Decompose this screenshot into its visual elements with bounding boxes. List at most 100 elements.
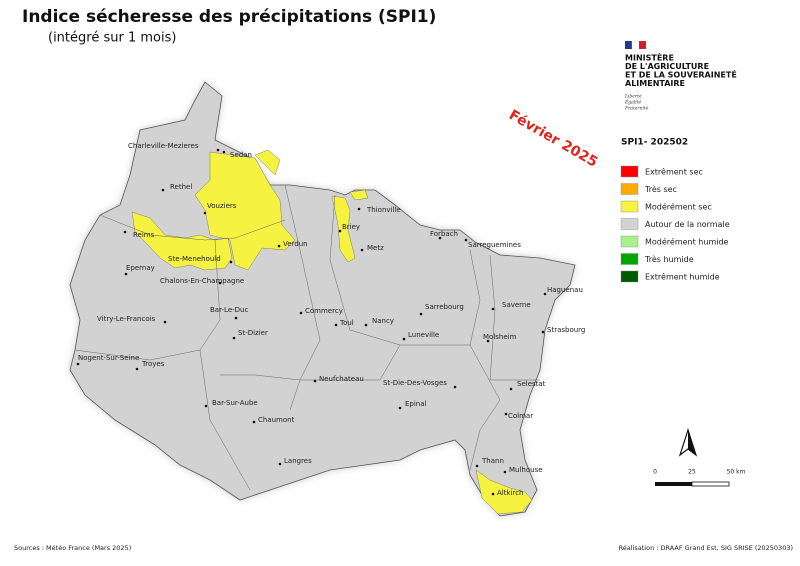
city-dot [504, 412, 508, 416]
ministry-line: MINISTÈRE [625, 52, 674, 63]
city-dot [402, 337, 406, 341]
city-dot [464, 238, 468, 242]
dry-zone [475, 469, 533, 515]
legend-title: SPI1- 202502 [621, 138, 688, 148]
city-dot [163, 320, 167, 324]
city-label: Bar-Sur-Aube [212, 399, 258, 407]
city-label: Troyes [141, 360, 165, 368]
legend-label: Extrêment sec [645, 167, 703, 177]
dry-zone [131, 211, 233, 271]
city-label: Epernay [126, 264, 155, 272]
city-label: Chalons-En-Champagne [160, 277, 244, 285]
city-dot [232, 336, 236, 340]
city-dot [204, 404, 208, 408]
legend-swatch [620, 165, 639, 178]
city-label: Thann [481, 457, 504, 465]
city-dot [299, 311, 303, 315]
city-label: Bar-Le-Duc [210, 306, 248, 314]
city-dot [338, 229, 342, 233]
legend-swatch [620, 218, 639, 230]
legend-swatch [620, 183, 639, 195]
city-label: Chaumont [258, 416, 295, 424]
city-dot [218, 281, 222, 285]
city-label: Rethel [170, 183, 192, 191]
city-dot [453, 385, 457, 389]
city-label: Langres [284, 457, 312, 465]
credits: Réalisation : DRAAF Grand Est, SIG SRISE… [619, 544, 793, 552]
city-label: Nancy [372, 317, 394, 325]
city-dot [360, 248, 364, 252]
city-label: Strasbourg [547, 326, 585, 334]
city-dot [357, 207, 361, 211]
legend-label: Autour de la normale [645, 220, 730, 229]
ministry-line: DE L'AGRICULTURE [625, 62, 709, 71]
city-label: Haguenau [547, 286, 583, 294]
legend-label: Extrêment humide [645, 272, 720, 282]
dry-zone [331, 195, 356, 263]
city-dot [229, 260, 233, 264]
period: Février 2025 [506, 107, 600, 171]
city-dot [76, 362, 80, 366]
subtitle: (intégré sur 1 mois) [48, 31, 176, 46]
scale-label: 50 km [727, 469, 746, 476]
city-dot [216, 148, 220, 152]
motto-line: Égalité [624, 98, 642, 106]
city-label: Colmar [508, 412, 533, 420]
dry-zone [349, 189, 369, 201]
city-label: Neufchateau [319, 375, 364, 383]
city-label: Mulhouse [509, 466, 543, 474]
city-label: Molsheim [483, 333, 517, 341]
city-label: Vouziers [207, 202, 237, 210]
city-label: Verdun [283, 240, 308, 248]
city-label: Vitry-Le-Francois [97, 315, 156, 323]
border [220, 344, 401, 381]
border [489, 254, 540, 381]
city-dot [313, 379, 317, 383]
city-label: Saverne [502, 301, 531, 309]
legend-swatch [620, 235, 639, 248]
city-label: Luneville [408, 331, 439, 339]
legend-label: Modérément humide [645, 237, 729, 247]
city-label: Selestat [517, 380, 546, 388]
ministry-line: ET DE LA SOUVERAINETÉ [625, 69, 737, 80]
city-label: Thionville [366, 206, 401, 214]
legend-swatch [620, 253, 639, 265]
city-dot [491, 492, 495, 496]
legend-swatch [620, 200, 639, 213]
legend-swatch [620, 270, 639, 283]
city-dot [277, 244, 281, 248]
city-label: Altkirch [497, 489, 524, 497]
city-dot [334, 323, 338, 327]
scale-label: 0 [653, 469, 657, 476]
border [284, 184, 321, 411]
city-label: Sarreguemines [468, 241, 521, 249]
city-label: Epinal [405, 400, 427, 408]
city-label: Reims [133, 231, 155, 239]
city-label: Nogent-Sur-Seine [78, 354, 139, 362]
border [469, 344, 501, 471]
city-dot [124, 272, 128, 276]
city-dot [222, 150, 226, 154]
dry-zone [194, 151, 296, 271]
city-label: Sedan [230, 151, 252, 159]
flag [625, 40, 646, 50]
border [99, 214, 286, 241]
scale-bar [655, 481, 730, 487]
city-dot [203, 211, 207, 215]
city-dot [541, 330, 545, 334]
legend-label: Modérément sec [645, 202, 712, 212]
city-label: Sarrebourg [425, 303, 464, 311]
city-dot [252, 420, 256, 424]
city-label: Metz [367, 244, 384, 252]
dry-zone [254, 149, 281, 176]
border [74, 349, 201, 361]
motto-line: Liberté [624, 93, 642, 100]
city-dot [234, 316, 238, 320]
city-dot [543, 292, 547, 296]
legend-label: Très humide [644, 254, 694, 264]
city-dot [419, 312, 423, 316]
city-dot [161, 188, 165, 192]
scale-label: 25 [688, 469, 696, 476]
city-dot [486, 339, 490, 343]
